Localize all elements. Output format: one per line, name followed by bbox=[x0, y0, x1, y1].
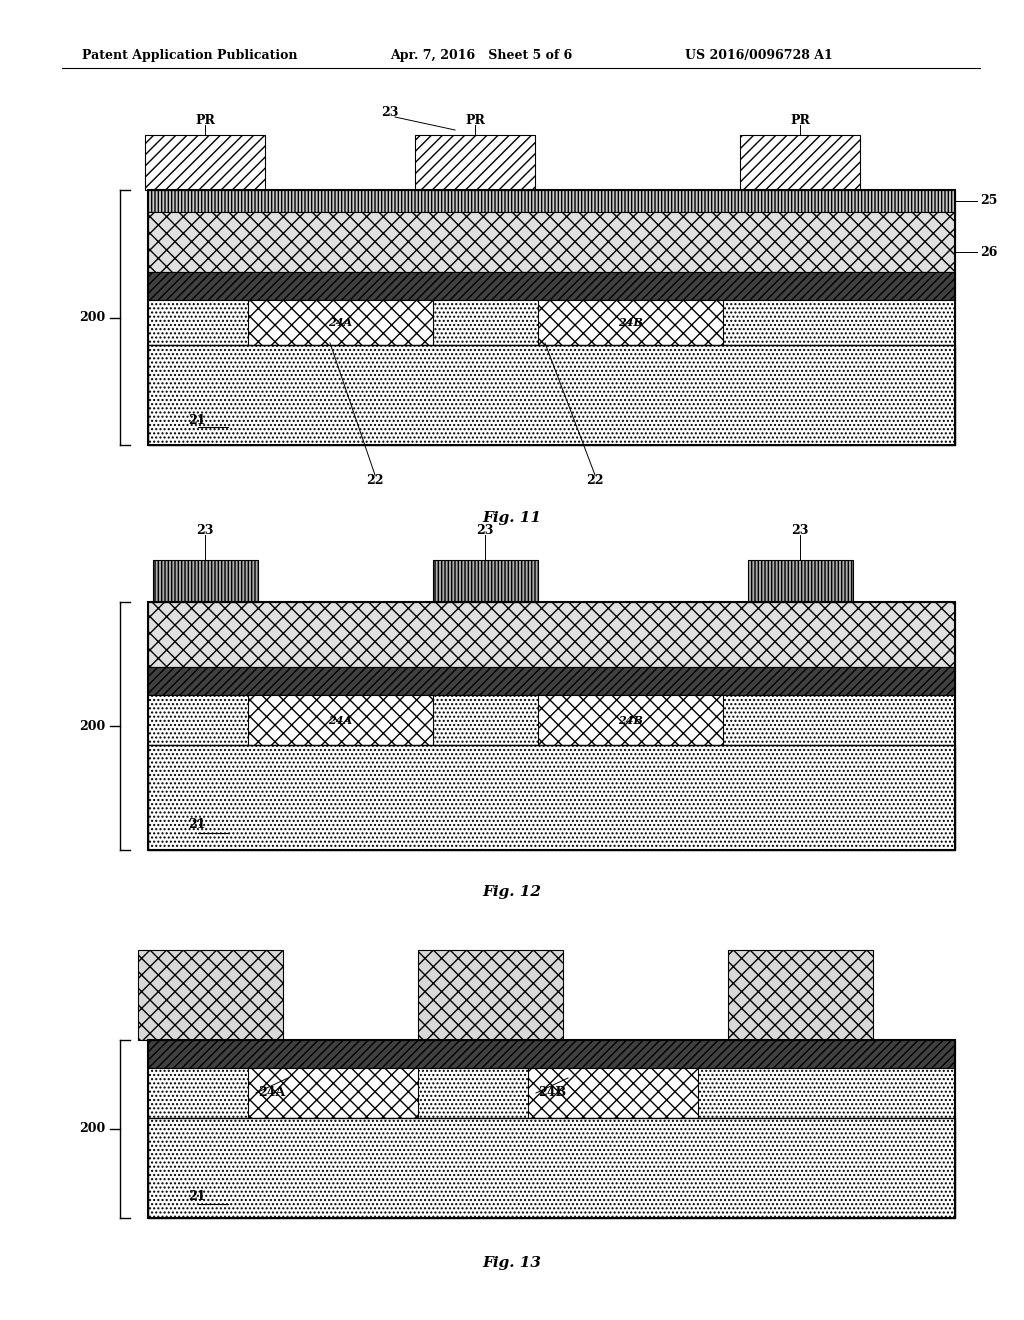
Bar bbox=[748, 560, 853, 602]
Text: Fig. 13: Fig. 13 bbox=[482, 1257, 542, 1270]
Text: 22: 22 bbox=[587, 474, 604, 487]
Text: 25: 25 bbox=[980, 194, 997, 207]
Bar bbox=[148, 602, 955, 667]
Text: 24B: 24B bbox=[538, 1086, 566, 1100]
Bar bbox=[153, 560, 258, 602]
Bar bbox=[728, 950, 873, 1040]
Bar bbox=[415, 135, 535, 190]
Text: 23: 23 bbox=[197, 524, 214, 536]
Text: 21: 21 bbox=[188, 818, 206, 832]
Text: 21: 21 bbox=[188, 1189, 206, 1203]
Bar bbox=[148, 272, 955, 300]
Bar bbox=[248, 696, 433, 744]
Text: 23: 23 bbox=[792, 524, 809, 536]
Text: Fig. 11: Fig. 11 bbox=[482, 511, 542, 525]
Text: PR: PR bbox=[791, 114, 810, 127]
Bar bbox=[538, 300, 723, 345]
Text: 23: 23 bbox=[381, 107, 398, 120]
Bar bbox=[148, 190, 955, 445]
Bar bbox=[528, 1068, 698, 1118]
Bar bbox=[148, 213, 955, 272]
Bar bbox=[148, 602, 955, 850]
Text: 23: 23 bbox=[476, 524, 494, 536]
Text: PR: PR bbox=[465, 114, 485, 127]
Bar bbox=[148, 1040, 955, 1068]
Text: 24A: 24A bbox=[258, 1086, 286, 1100]
Bar bbox=[433, 560, 538, 602]
Bar bbox=[148, 300, 955, 345]
Text: 24A: 24A bbox=[328, 317, 352, 327]
Text: Fig. 12: Fig. 12 bbox=[482, 884, 542, 899]
Text: Apr. 7, 2016   Sheet 5 of 6: Apr. 7, 2016 Sheet 5 of 6 bbox=[390, 49, 572, 62]
Text: Patent Application Publication: Patent Application Publication bbox=[82, 49, 298, 62]
Bar bbox=[248, 300, 433, 345]
Bar bbox=[248, 1068, 418, 1118]
Bar bbox=[148, 1068, 955, 1118]
Bar bbox=[538, 696, 723, 744]
Text: 200: 200 bbox=[79, 312, 105, 323]
Text: 24A: 24A bbox=[328, 714, 352, 726]
Text: 22: 22 bbox=[367, 474, 384, 487]
Text: 200: 200 bbox=[79, 1122, 105, 1135]
Text: 200: 200 bbox=[79, 719, 105, 733]
Bar bbox=[145, 135, 265, 190]
Bar bbox=[148, 696, 955, 744]
Text: US 2016/0096728 A1: US 2016/0096728 A1 bbox=[685, 49, 833, 62]
Text: PR: PR bbox=[195, 114, 215, 127]
Bar bbox=[418, 950, 563, 1040]
Bar bbox=[148, 667, 955, 696]
Text: 24B: 24B bbox=[617, 317, 642, 327]
Bar bbox=[148, 190, 955, 213]
Text: 26: 26 bbox=[980, 246, 997, 259]
Bar bbox=[148, 744, 955, 850]
Bar bbox=[148, 1040, 955, 1218]
Bar bbox=[740, 135, 860, 190]
Text: 24B: 24B bbox=[617, 714, 642, 726]
Bar bbox=[148, 1118, 955, 1218]
Bar bbox=[138, 950, 283, 1040]
Bar bbox=[148, 345, 955, 445]
Text: 21: 21 bbox=[188, 413, 206, 426]
